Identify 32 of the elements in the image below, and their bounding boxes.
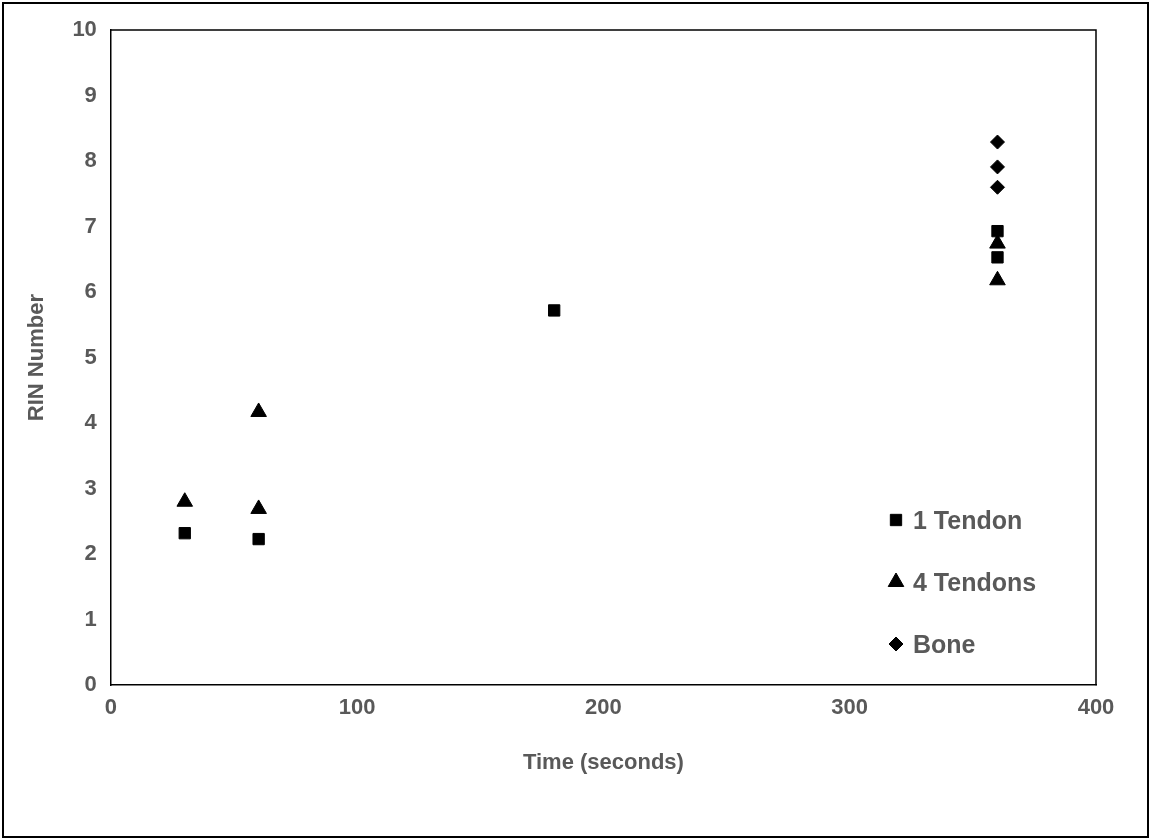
- point: [989, 134, 1005, 150]
- y-tick-label: 2: [84, 540, 97, 566]
- point: [989, 234, 1006, 249]
- y-tick-label: 3: [84, 474, 97, 500]
- y-tick-label: 9: [84, 81, 97, 107]
- y-tick-label: 5: [84, 343, 97, 369]
- point: [991, 251, 1004, 264]
- legend-label: Bone: [913, 629, 976, 659]
- y-tick-label: 6: [84, 278, 97, 304]
- x-tick-label: 100: [338, 694, 376, 720]
- point: [991, 224, 1004, 238]
- y-tick-label: 10: [72, 16, 97, 42]
- legend-label: 1 Tendon: [913, 505, 1023, 535]
- point: [989, 159, 1005, 175]
- x-tick-label: 300: [831, 694, 869, 720]
- x-tick-label: 200: [585, 694, 622, 720]
- point: [250, 402, 267, 417]
- x-axis-title: Time (seconds): [522, 748, 684, 774]
- y-tick-label: 1: [84, 605, 97, 631]
- point: [176, 492, 194, 507]
- x-tick-label: 0: [104, 694, 117, 720]
- y-tick-label: 7: [84, 212, 97, 238]
- point: [548, 304, 561, 317]
- legend-label: 4 Tendons: [913, 567, 1037, 597]
- x-tick-label: 400: [1077, 694, 1115, 720]
- point: [989, 179, 1005, 195]
- point: [989, 270, 1006, 286]
- y-tick-label: 4: [84, 409, 98, 435]
- y-tick-label: 0: [84, 671, 97, 697]
- y-axis-title: RIN Number: [23, 293, 49, 422]
- y-tick-label: 8: [84, 147, 97, 173]
- point: [250, 499, 267, 514]
